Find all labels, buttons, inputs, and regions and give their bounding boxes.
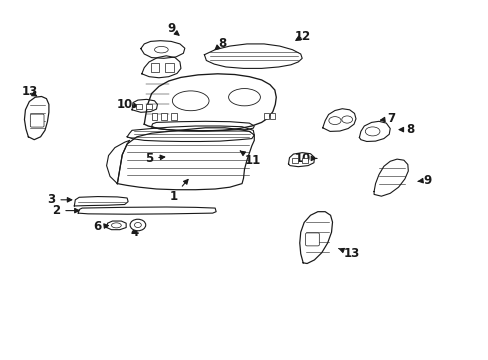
Polygon shape xyxy=(322,109,355,131)
Text: 11: 11 xyxy=(240,151,261,167)
Ellipse shape xyxy=(341,116,352,123)
Ellipse shape xyxy=(228,89,260,106)
Text: 13: 13 xyxy=(338,247,360,260)
Text: 4: 4 xyxy=(130,226,138,239)
Polygon shape xyxy=(106,140,129,184)
Ellipse shape xyxy=(154,46,168,53)
Bar xyxy=(161,113,167,120)
Bar xyxy=(269,113,274,119)
Polygon shape xyxy=(24,96,49,140)
Polygon shape xyxy=(288,153,314,167)
Polygon shape xyxy=(132,99,157,112)
FancyBboxPatch shape xyxy=(305,233,319,246)
Polygon shape xyxy=(204,44,302,68)
Bar xyxy=(292,158,298,163)
Ellipse shape xyxy=(172,91,209,111)
Text: 5: 5 xyxy=(145,152,164,165)
Bar xyxy=(136,104,142,109)
Polygon shape xyxy=(74,197,128,206)
Text: 9: 9 xyxy=(167,22,179,35)
Ellipse shape xyxy=(365,127,379,136)
Text: 6: 6 xyxy=(94,220,108,233)
Polygon shape xyxy=(106,221,126,230)
Polygon shape xyxy=(78,207,216,214)
Bar xyxy=(171,113,177,120)
Polygon shape xyxy=(359,121,389,141)
Text: 1: 1 xyxy=(169,179,188,203)
Text: 10: 10 xyxy=(294,152,316,165)
Text: 8: 8 xyxy=(215,37,226,50)
Bar xyxy=(302,158,307,163)
Text: 13: 13 xyxy=(21,85,38,98)
Polygon shape xyxy=(299,212,332,264)
Text: 2: 2 xyxy=(52,204,79,217)
Polygon shape xyxy=(117,128,254,190)
Bar xyxy=(145,104,151,109)
Bar xyxy=(264,113,268,119)
Bar xyxy=(165,63,174,72)
Polygon shape xyxy=(373,159,407,196)
Text: 9: 9 xyxy=(417,174,431,186)
Text: 7: 7 xyxy=(380,112,394,125)
Ellipse shape xyxy=(328,117,341,125)
Text: 10: 10 xyxy=(116,98,138,111)
Polygon shape xyxy=(142,56,181,78)
Circle shape xyxy=(134,222,141,228)
Bar xyxy=(150,63,159,72)
Text: 8: 8 xyxy=(398,123,414,136)
Text: 3: 3 xyxy=(47,193,72,206)
Ellipse shape xyxy=(111,223,121,228)
Polygon shape xyxy=(141,41,184,58)
Bar xyxy=(151,113,157,120)
FancyBboxPatch shape xyxy=(30,114,44,127)
Polygon shape xyxy=(151,121,254,131)
Circle shape xyxy=(130,219,145,231)
Text: 12: 12 xyxy=(294,30,311,42)
Polygon shape xyxy=(144,74,276,131)
Polygon shape xyxy=(127,126,254,141)
